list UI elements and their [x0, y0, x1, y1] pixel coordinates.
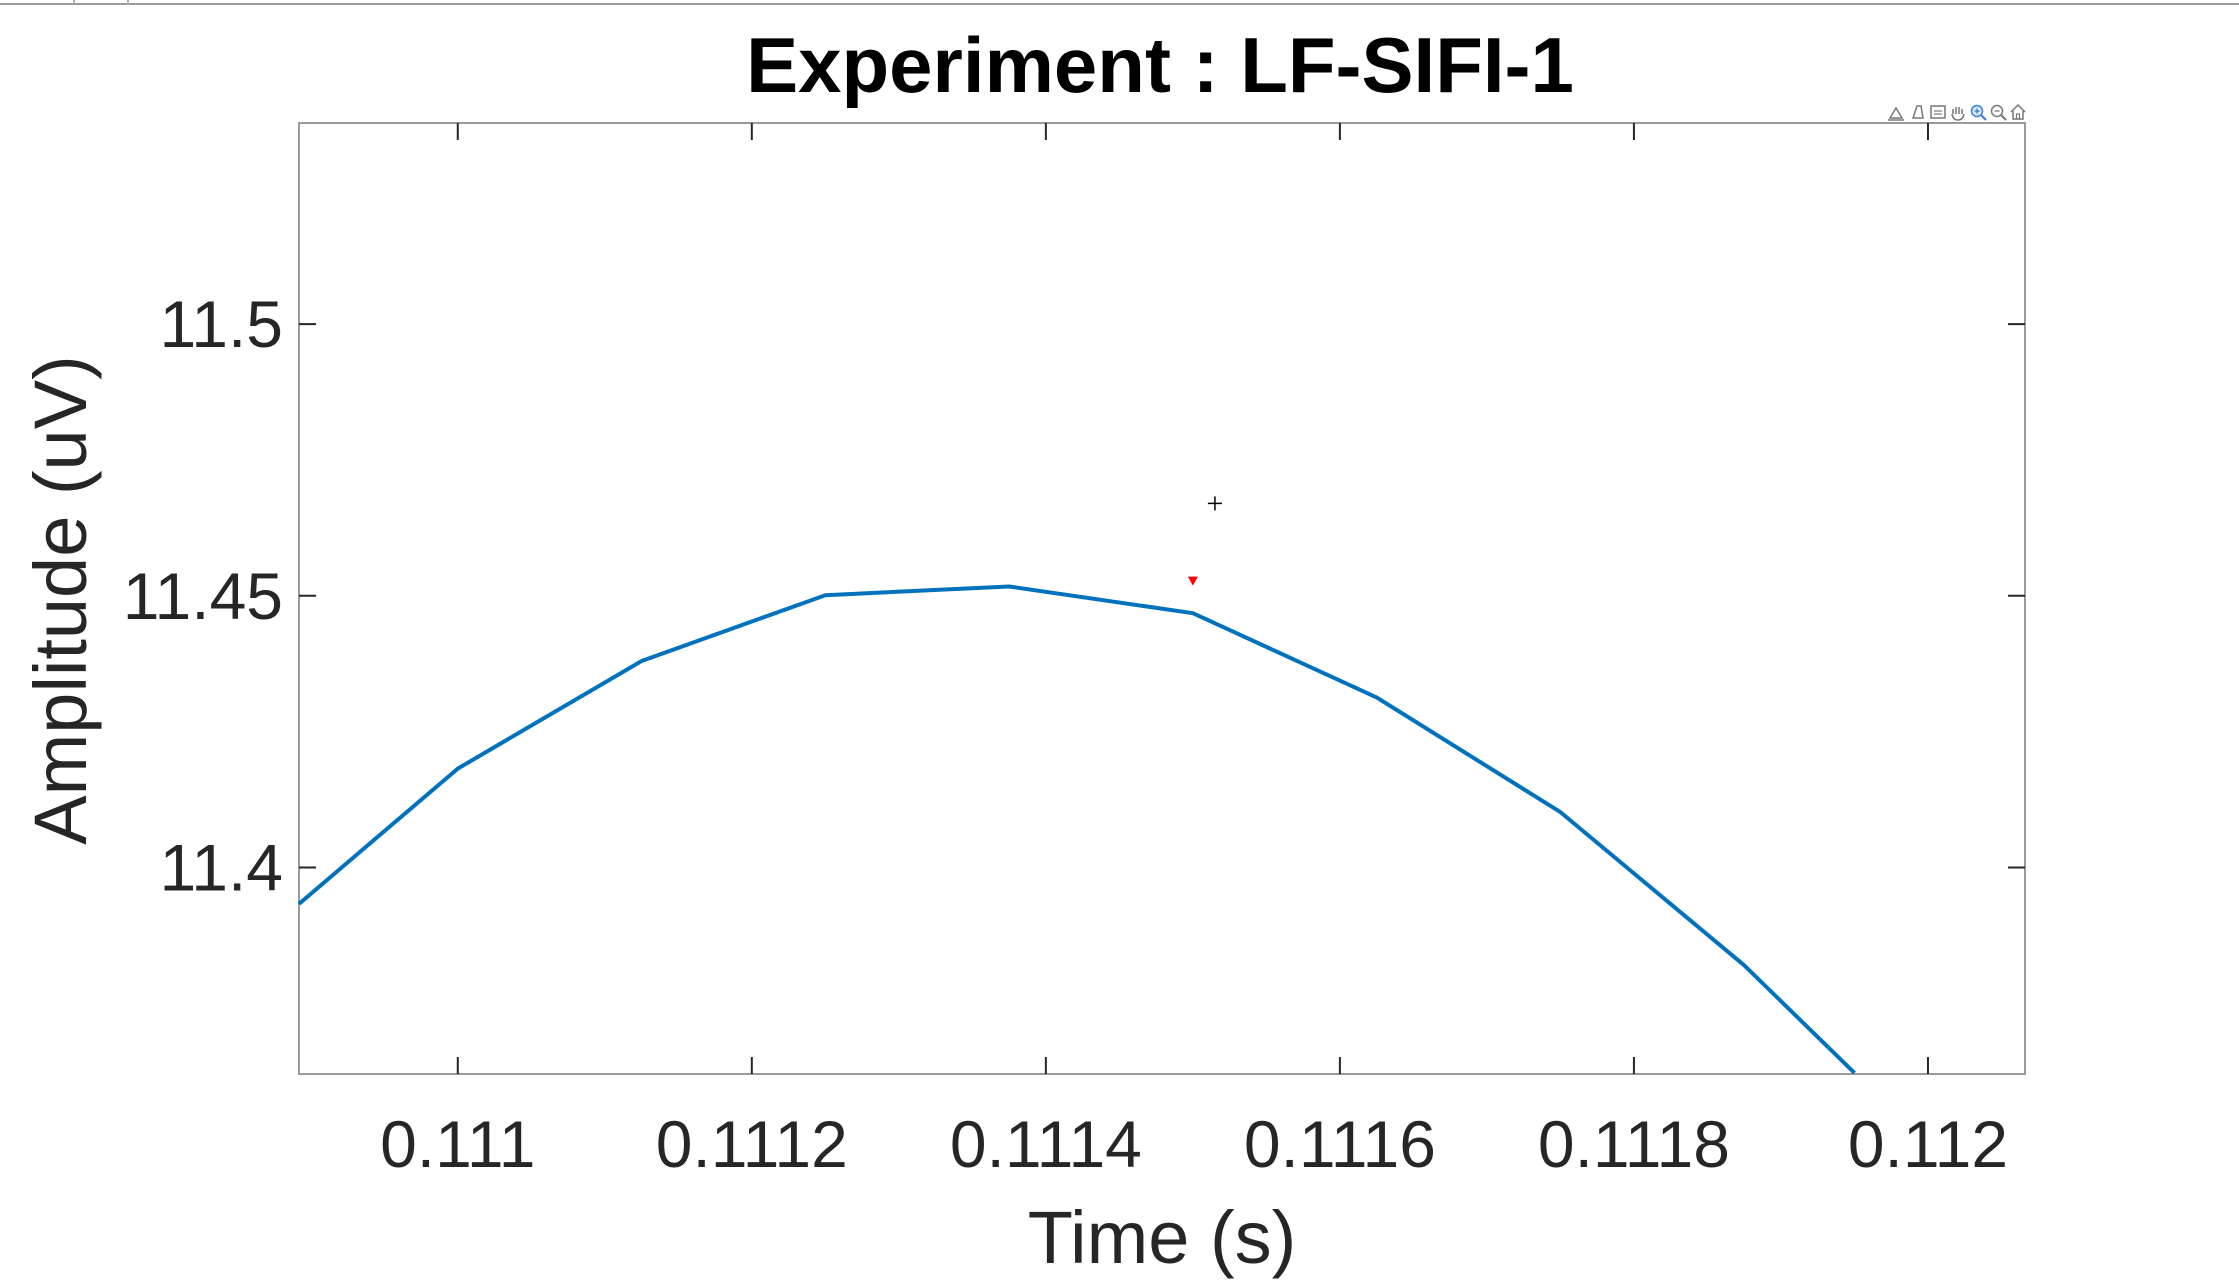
series-line[interactable]: [297, 584, 1856, 1075]
zoom-out-icon[interactable]: [1990, 104, 2007, 121]
x-axis: 0.111 0.1112 0.1114 0.1116 0.1118 0.112: [380, 123, 2008, 1181]
x-tick-label: 0.112: [1848, 1107, 2008, 1181]
x-tick-label: 0.111: [380, 1107, 535, 1181]
x-tick-label: 0.1116: [1244, 1107, 1436, 1181]
x-axis-label: Time (s): [1028, 1196, 1297, 1279]
home-icon[interactable]: [2010, 103, 2026, 120]
x-tick-label: 0.1118: [1538, 1107, 1730, 1181]
y-axis-label: Amplitude (uV): [19, 355, 102, 844]
datatip-icon[interactable]: [1930, 105, 1946, 119]
axes-toolbar[interactable]: [1888, 103, 2026, 121]
chart-title: Experiment : LF-SIFI-1: [746, 21, 1574, 109]
x-tick-label: 0.1112: [656, 1107, 848, 1181]
y-tick-label: 11.4: [159, 830, 283, 904]
y-axis: 11.4 11.45 11.5: [123, 287, 2025, 904]
y-tick-label: 11.5: [159, 287, 283, 361]
pan-icon[interactable]: [1951, 107, 1965, 121]
plot-area[interactable]: [297, 584, 1856, 1075]
y-tick-label: 11.45: [123, 559, 283, 633]
brush-icon[interactable]: [1911, 105, 1924, 119]
x-tick-label: 0.1114: [950, 1107, 1142, 1181]
datatip-marker: [1187, 576, 1198, 586]
crosshair-cursor: [1207, 496, 1222, 511]
zoom-in-icon[interactable]: [1970, 104, 1987, 121]
axes-frame: [298, 122, 2026, 1075]
export-icon[interactable]: [1888, 106, 1904, 121]
markers: [1187, 496, 1222, 586]
